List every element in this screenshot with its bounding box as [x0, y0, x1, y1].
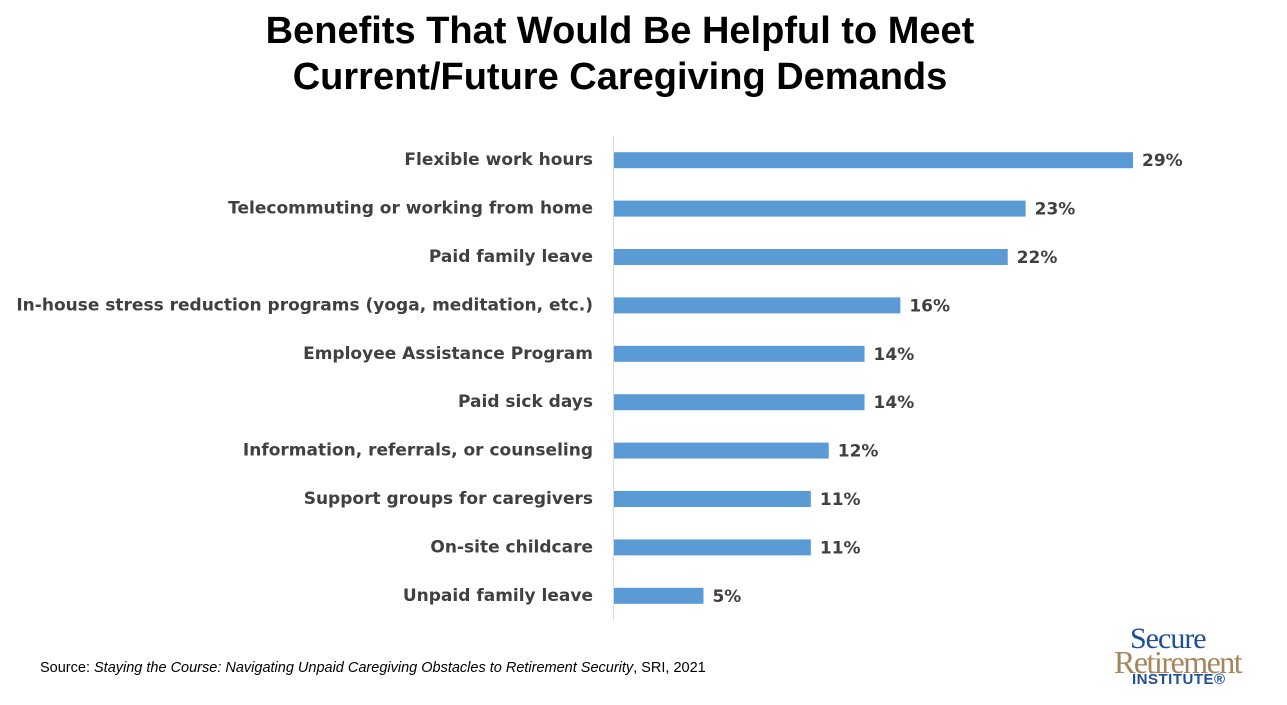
bar [614, 491, 811, 507]
bar [614, 152, 1133, 169]
category-label: Unpaid family leave [403, 586, 593, 606]
data-label: 14% [874, 345, 915, 365]
chart-title: Benefits That Would Be Helpful to Meet C… [160, 8, 1080, 100]
bar [614, 249, 1008, 265]
category-label: Employee Assistance Program [303, 344, 593, 364]
data-label: 11% [820, 538, 861, 558]
bar [614, 394, 865, 411]
data-label: 29% [1142, 151, 1183, 171]
chart-title-line-2: Current/Future Caregiving Demands [292, 56, 948, 98]
bar [614, 345, 865, 362]
source-title: Staying the Course: Navigating Unpaid Ca… [94, 660, 634, 676]
source-prefix: Source: [40, 660, 94, 676]
data-label: 11% [820, 490, 861, 510]
category-label: In-house stress reduction programs (yoga… [16, 295, 593, 315]
category-label: Telecommuting or working from home [228, 199, 593, 219]
bar-chart: Flexible work hours 29% Telecommuting or w… [16, 136, 1183, 620]
data-label: 16% [909, 296, 950, 316]
sri-logo: Secure Retirement INSTITUTE® [1112, 624, 1272, 694]
category-label: Support groups for caregivers [304, 489, 593, 509]
bar [614, 297, 901, 314]
logo-line-secure: Secure [1130, 622, 1207, 655]
data-label: 14% [874, 393, 915, 413]
category-label: Flexible work hours [404, 150, 593, 170]
category-label: On-site childcare [430, 537, 593, 557]
bar [614, 200, 1026, 217]
logo-line-retirement: Retirement [1114, 644, 1243, 680]
data-label: 12% [838, 442, 879, 462]
source-note: Source: Staying the Course: Navigating U… [40, 660, 706, 676]
category-label: Information, referrals, or counseling [243, 441, 593, 461]
bar [614, 442, 829, 459]
data-label: 23% [1035, 200, 1076, 220]
bar [614, 587, 704, 604]
category-label: Paid family leave [429, 247, 593, 267]
logo-line-institute: INSTITUTE® [1132, 671, 1226, 688]
data-label: 5% [712, 587, 741, 607]
category-label: Paid sick days [458, 392, 593, 412]
source-suffix: , SRI, 2021 [633, 660, 706, 676]
bar [614, 539, 811, 556]
chart-title-line-1: Benefits That Would Be Helpful to Meet [265, 10, 975, 52]
data-label: 22% [1017, 248, 1058, 268]
